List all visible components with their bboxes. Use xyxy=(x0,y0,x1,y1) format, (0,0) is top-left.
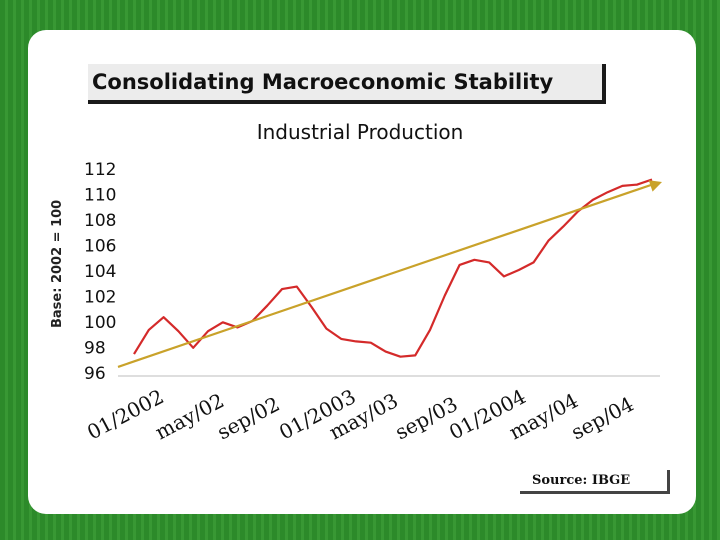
x-tick-label: sep/04 xyxy=(567,392,638,445)
x-tick-label: 01/2002 xyxy=(83,384,168,444)
y-tick-label: 104 xyxy=(84,262,116,282)
y-tick-label: 96 xyxy=(84,364,106,384)
y-tick-label: 106 xyxy=(84,237,116,257)
source-label: Source: IBGE xyxy=(532,473,631,488)
y-tick-label: 108 xyxy=(84,211,116,231)
trend-arrow-head xyxy=(648,180,662,192)
x-tick-label: sep/02 xyxy=(213,392,284,445)
y-tick-label: 102 xyxy=(84,288,116,308)
chart-title: Industrial Production xyxy=(256,120,464,144)
x-tick-label: sep/03 xyxy=(391,392,462,445)
y-tick-label: 100 xyxy=(84,313,116,333)
header-title: Consolidating Macroeconomic Stability xyxy=(92,70,554,94)
trend-line xyxy=(117,183,653,368)
header-bar: Consolidating Macroeconomic Stability xyxy=(88,64,606,104)
series-line-industrial-production xyxy=(133,178,653,358)
y-tick-label: 110 xyxy=(84,186,116,206)
source-box: Source: IBGE xyxy=(520,470,670,494)
y-tick-label: 112 xyxy=(84,160,116,180)
y-tick-label: 98 xyxy=(84,339,106,359)
slide-panel xyxy=(28,30,696,514)
